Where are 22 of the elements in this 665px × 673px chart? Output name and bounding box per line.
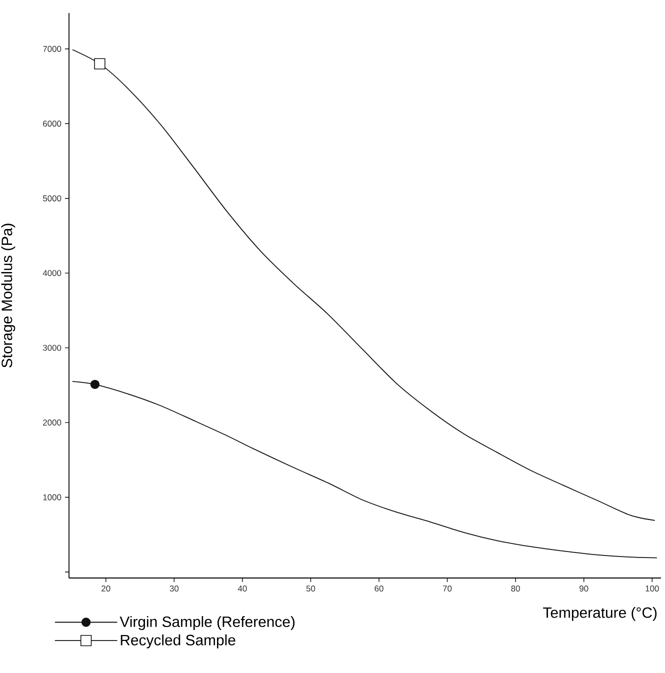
- line-series: [72, 380, 658, 558]
- y-axis-title: Storage Modulus (Pa): [1, 224, 16, 368]
- x-tick-label: 100: [646, 586, 659, 592]
- legend-label: Recycled Sample: [120, 634, 236, 648]
- y-tick-label: 5000: [42, 195, 62, 202]
- y-tick-label: 6000: [43, 120, 62, 127]
- y-tick-label: 2000: [43, 420, 62, 426]
- line-series: [72, 49, 656, 521]
- x-tick-label: 80: [511, 586, 520, 592]
- x-tick-label: 70: [443, 586, 452, 592]
- x-tick-label: 40: [238, 586, 247, 592]
- y-tick-label: 1000: [43, 494, 62, 500]
- x-tick-label: 60: [374, 586, 384, 592]
- y-tick-label: 3000: [42, 344, 62, 351]
- x-tick-label: 20: [102, 586, 110, 592]
- x-axis-title: Temperature (°C): [543, 606, 657, 621]
- x-tick-label: 90: [580, 586, 588, 592]
- legend-label: Virgin Sample (Reference): [120, 616, 295, 630]
- x-tick-label: 30: [170, 586, 179, 592]
- y-tick-label: 7000: [43, 46, 62, 52]
- y-tick-label: 4000: [42, 270, 62, 276]
- x-tick-label: 50: [306, 586, 316, 592]
